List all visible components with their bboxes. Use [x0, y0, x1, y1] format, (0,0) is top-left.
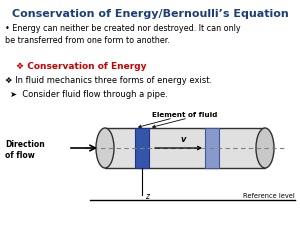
Text: v: v [180, 135, 186, 144]
Text: ❖ Conservation of Energy: ❖ Conservation of Energy [16, 62, 146, 71]
Text: ➤  Consider fluid flow through a pipe.: ➤ Consider fluid flow through a pipe. [10, 90, 168, 99]
Ellipse shape [96, 128, 114, 168]
Bar [105, 128, 265, 168]
Text: Reference level: Reference level [243, 193, 295, 199]
Bar [205, 128, 219, 168]
Text: Direction
of flow: Direction of flow [5, 140, 45, 160]
Text: Conservation of Energy/Bernoulli’s Equation: Conservation of Energy/Bernoulli’s Equat… [12, 9, 288, 19]
Bar [135, 128, 149, 168]
Text: • Energy can neither be created nor destroyed. It can only
be transferred from o: • Energy can neither be created nor dest… [5, 24, 241, 45]
Text: z: z [145, 192, 149, 201]
Text: Element of fluid: Element of fluid [152, 112, 218, 118]
Text: ❖ In fluid mechanics three forms of energy exist.: ❖ In fluid mechanics three forms of ener… [5, 76, 212, 85]
Ellipse shape [256, 128, 274, 168]
